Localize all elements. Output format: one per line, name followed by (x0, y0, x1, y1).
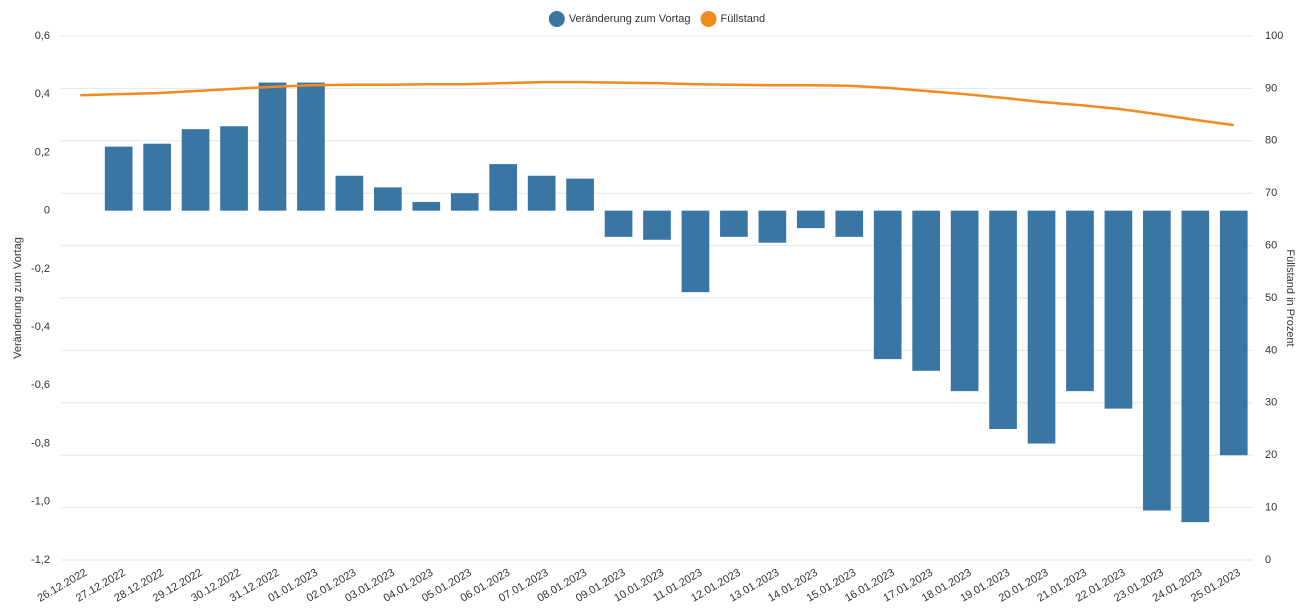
y-tick-label: -1,2 (31, 554, 50, 566)
y-tick-label: -0,4 (31, 321, 50, 333)
y2-tick-label: 60 (1265, 240, 1277, 252)
y-tick-label: -0,2 (31, 263, 50, 275)
y-axis-title: Veränderung zum Vortag (12, 237, 24, 359)
legend: Veränderung zum Vortag Füllstand (548, 11, 766, 27)
bar (527, 175, 556, 211)
bar (143, 143, 171, 211)
y2-tick-label: 20 (1265, 449, 1277, 461)
bar (566, 178, 594, 211)
bar (912, 210, 941, 371)
legend-item: Veränderung zum Vortag (548, 11, 691, 27)
y2-tick-label: 40 (1265, 344, 1277, 356)
y-tick-label: 0 (44, 205, 50, 217)
bar (373, 187, 402, 211)
bar (604, 210, 633, 237)
legend-label: Füllstand (721, 13, 766, 25)
bar (412, 201, 441, 211)
y-tick-label: 0,2 (35, 146, 50, 158)
y-tick-label: 0,6 (35, 30, 50, 42)
bar (873, 210, 902, 360)
y2-tick-label: 10 (1265, 502, 1277, 514)
y-tick-label: 0,4 (35, 88, 50, 100)
bar (104, 146, 133, 211)
bar (1181, 210, 1210, 523)
legend-marker (548, 11, 565, 27)
bar (989, 210, 1017, 429)
line (80, 80, 1234, 127)
bar (181, 129, 210, 211)
legend-label: Veränderung zum Vortag (569, 13, 691, 25)
y-tick-label: -0,8 (31, 437, 50, 449)
bar (1066, 210, 1094, 392)
y2-tick-label: 90 (1265, 82, 1277, 94)
y2-tick-label: 30 (1265, 397, 1277, 409)
bar (1143, 210, 1171, 511)
y-tick-label: -0,6 (31, 379, 50, 391)
bar (720, 210, 748, 237)
y2-tick-label: 0 (1265, 554, 1271, 566)
bar (1104, 210, 1133, 409)
bar (335, 175, 364, 211)
y2-axis-title: Füllstand in Prozent (1284, 249, 1296, 346)
legend-marker (700, 11, 717, 27)
bar (258, 82, 287, 211)
bar (758, 210, 787, 243)
bar (1027, 210, 1056, 444)
y2-tick-label: 70 (1265, 187, 1277, 199)
bar (835, 210, 864, 237)
bar (450, 193, 479, 211)
y2-tick-label: 100 (1265, 30, 1283, 42)
y-tick-label: -1,0 (31, 496, 50, 508)
legend-item: Füllstand (700, 11, 766, 27)
bar (796, 210, 825, 229)
bar (220, 126, 248, 211)
bar (643, 210, 671, 240)
bar (950, 210, 979, 392)
bar (681, 210, 710, 293)
bar (297, 82, 325, 211)
y2-tick-label: 50 (1265, 292, 1277, 304)
bar (489, 164, 518, 211)
bar (1219, 210, 1248, 456)
y2-tick-label: 80 (1265, 135, 1277, 147)
